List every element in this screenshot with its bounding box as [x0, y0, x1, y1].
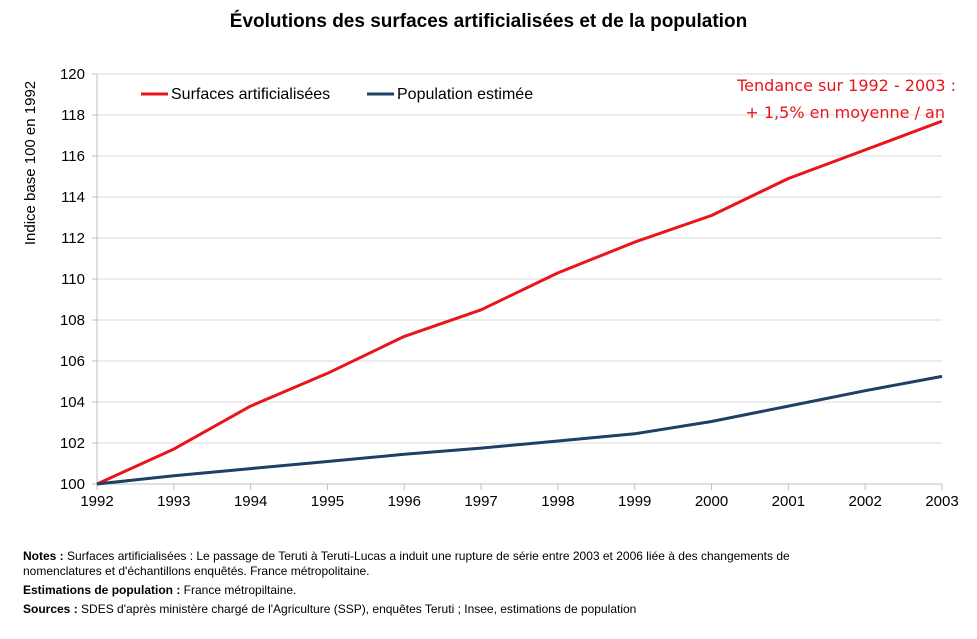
estimations-paragraph: Estimations de population : France métro… — [23, 583, 923, 598]
estimations-text: France métropiltaine. — [180, 583, 297, 597]
y-tick-label: 114 — [61, 189, 85, 206]
legend: Surfaces artificialisées Population estim… — [141, 86, 533, 103]
y-tick-label: 112 — [61, 230, 85, 247]
y-tick-label: 108 — [60, 312, 85, 329]
notes-label: Notes : — [23, 549, 64, 563]
estimations-label: Estimations de population : — [23, 583, 181, 597]
y-tick-label: 100 — [60, 476, 85, 493]
gridlines — [97, 73, 942, 444]
y-tick-label: 120 — [60, 66, 85, 83]
x-tick-label: 1998 — [541, 493, 574, 510]
y-tick-label: 110 — [61, 271, 85, 288]
sources-label: Sources : — [23, 602, 78, 616]
x-tick-label: 2000 — [695, 493, 728, 510]
series-line-0 — [96, 119, 943, 486]
chart-notes: Notes : Surfaces artificialisées : Le pa… — [23, 549, 923, 621]
y-axis-label: Indice base 100 en 1992 — [22, 81, 39, 245]
notes-text-1: Surfaces artificialisées : Le passage de… — [63, 549, 790, 563]
sources-paragraph: Sources : SDES d'après ministère chargé … — [23, 602, 923, 617]
series — [96, 119, 943, 486]
y-tick-label: 104 — [60, 394, 85, 411]
trend-annotation-line1: Tendance sur 1992 - 2003 : — [736, 76, 956, 95]
sources-text: SDES d'après ministère chargé de l'Agric… — [77, 602, 637, 616]
y-tick-label: 118 — [61, 107, 85, 124]
x-tick-label: 2002 — [848, 493, 881, 510]
y-tick-label: 106 — [60, 353, 85, 370]
line-chart: 100 102 104 106 108 110 112 114 116 118 120 1992 199… — [22, 66, 959, 510]
trend-annotation-line2: + 1,5% en moyenne / an — [745, 103, 945, 122]
x-tick-label: 1992 — [80, 493, 113, 510]
notes-text-2: nomenclatures et d'échantillons enquêtés… — [23, 564, 370, 578]
y-tick-label: 116 — [61, 148, 85, 165]
legend-label-0: Surfaces artificialisées — [171, 86, 330, 103]
x-tick-label: 1996 — [388, 493, 421, 510]
x-tick-label: 2003 — [925, 493, 958, 510]
x-tick-label: 1999 — [618, 493, 651, 510]
x-tick-label: 2001 — [772, 493, 805, 510]
x-tick-label: 1997 — [464, 493, 497, 510]
notes-paragraph: Notes : Surfaces artificialisées : Le pa… — [23, 549, 923, 579]
series-line-1 — [96, 374, 943, 486]
axes: 100 102 104 106 108 110 112 114 116 118 120 1992 199… — [60, 66, 959, 510]
x-tick-label: 1993 — [157, 493, 190, 510]
x-tick-label: 1995 — [311, 493, 344, 510]
legend-label-1: Population estimée — [397, 86, 533, 103]
x-tick-label: 1994 — [234, 493, 267, 510]
chart-title: Évolutions des surfaces artificialisées … — [229, 11, 748, 32]
y-tick-label: 102 — [60, 435, 85, 452]
